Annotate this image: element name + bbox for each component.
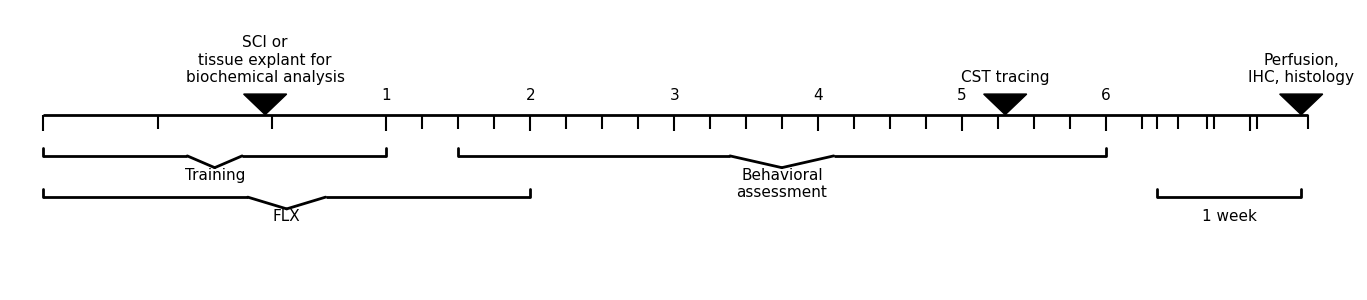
Text: 3: 3: [670, 88, 679, 103]
Text: Perfusion,
IHC, histology: Perfusion, IHC, histology: [1248, 53, 1355, 85]
Text: SCI or
tissue explant for
biochemical analysis: SCI or tissue explant for biochemical an…: [186, 35, 344, 85]
Text: 2: 2: [525, 88, 534, 103]
Text: 1: 1: [381, 88, 391, 103]
Text: 1 week: 1 week: [1202, 209, 1256, 224]
Text: FLX: FLX: [273, 209, 301, 224]
Polygon shape: [984, 94, 1027, 115]
Text: Behavioral
assessment: Behavioral assessment: [737, 168, 827, 200]
Text: 4: 4: [813, 88, 823, 103]
Polygon shape: [1280, 94, 1323, 115]
Polygon shape: [243, 94, 287, 115]
Text: CST tracing: CST tracing: [961, 70, 1050, 85]
Text: 6: 6: [1102, 88, 1111, 103]
Text: 5: 5: [957, 88, 966, 103]
Text: Training: Training: [185, 168, 245, 183]
